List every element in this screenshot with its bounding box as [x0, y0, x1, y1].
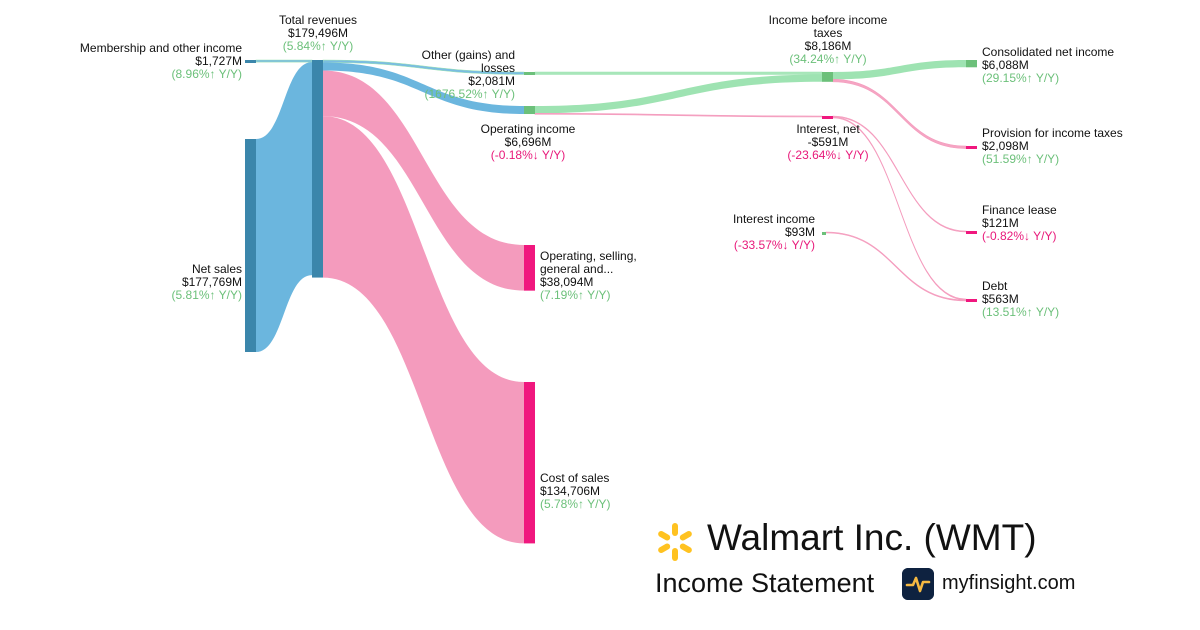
label-total-revenues: Total revenues $179,496M (5.84%↑ Y/Y) — [268, 14, 368, 53]
label-name: Interest income — [732, 212, 815, 226]
label-operating-income: Operating income $6,696M (-0.18%↓ Y/Y) — [468, 123, 588, 162]
label-name: Finance lease — [982, 203, 1057, 217]
label-interest-net: Interest, net -$591M (-23.64%↓ Y/Y) — [768, 123, 888, 162]
label-value: $2,081M — [468, 74, 515, 88]
label-consolidated-net-income: Consolidated net income $6,088M (29.15%↑… — [982, 46, 1114, 85]
label-change: (51.59%↑ Y/Y) — [982, 152, 1060, 166]
label-value: -$591M — [807, 135, 849, 149]
label-name: Total revenues — [278, 13, 358, 27]
label-change: (7.19%↑ Y/Y) — [540, 288, 611, 302]
label-cost-of-sales: Cost of sales $134,706M (5.78%↑ Y/Y) — [540, 472, 610, 511]
label-name: Cost of sales — [540, 471, 610, 485]
site-link[interactable]: myfinsight.com — [942, 572, 1076, 594]
link-total-revenues-to-operating-income — [323, 62, 524, 115]
label-debt: Debt $563M (13.51%↑ Y/Y) — [982, 280, 1059, 319]
label-name-line1: Other (gains) and — [421, 48, 515, 62]
label-provision-taxes: Provision for income taxes $2,098M (51.5… — [982, 127, 1123, 166]
label-sga: Operating, selling, general and... $38,0… — [540, 250, 637, 302]
label-other-gains: Other (gains) and losses $2,081M (1676.5… — [422, 49, 515, 101]
label-name: Membership and other income — [79, 41, 242, 55]
label-membership: Membership and other income $1,727M (8.9… — [80, 42, 242, 81]
sankey-nodes — [245, 60, 977, 544]
label-change: (1676.52%↑ Y/Y) — [424, 87, 516, 101]
label-finance-lease: Finance lease $121M (-0.82%↓ Y/Y) — [982, 204, 1057, 243]
link-other-gains-and-losses-to-income-before-income-taxes — [534, 71, 823, 75]
label-name: Interest, net — [796, 122, 860, 136]
label-value: $121M — [982, 216, 1019, 230]
label-net-sales: Net sales $177,769M (5.81%↑ Y/Y) — [172, 263, 242, 302]
label-value: $177,769M — [181, 275, 242, 289]
label-name-line1: Operating, selling, — [540, 249, 637, 263]
label-income-before-tax: Income before income taxes $8,186M (34.2… — [758, 14, 898, 66]
link-net-sales-to-total-revenues — [256, 62, 312, 352]
statement-title: Income Statement — [655, 568, 875, 598]
link-operating-income-to-interest-net — [534, 113, 823, 118]
node-membership-and-other-income — [245, 60, 256, 63]
label-change: (5.84%↑ Y/Y) — [282, 39, 354, 53]
node-total-revenues — [312, 60, 323, 278]
label-value: $1,727M — [195, 54, 242, 68]
node-interest-net — [822, 116, 833, 119]
label-value: $6,696M — [504, 135, 552, 149]
label-name-line2: taxes — [813, 26, 843, 40]
link-interest-income-to-debt — [825, 231, 967, 302]
label-value: $38,094M — [540, 275, 594, 289]
label-value: $134,706M — [540, 484, 601, 498]
walmart-spark-icon — [658, 523, 692, 561]
company-title: Walmart Inc. (WMT) — [707, 517, 1037, 558]
label-name-line1: Income before income — [768, 13, 888, 27]
label-value: $93M — [784, 225, 815, 239]
label-change: (29.15%↑ Y/Y) — [982, 71, 1060, 85]
label-name-line2: losses — [480, 61, 515, 75]
node-cost-of-sales — [524, 382, 535, 544]
node-operating-income — [524, 106, 535, 115]
label-value: $6,088M — [982, 58, 1029, 72]
node-income-before-income-taxes — [822, 72, 833, 82]
node-net-sales — [245, 139, 256, 352]
node-operating-selling-general-and — [524, 245, 535, 291]
link-membership-and-other-income-to-total-revenues — [255, 59, 313, 63]
label-name: Consolidated net income — [982, 45, 1115, 59]
label-name: Operating income — [480, 122, 576, 136]
label-value: $179,496M — [287, 26, 349, 40]
myfinsight-logo-icon — [902, 568, 934, 600]
label-value: $563M — [982, 292, 1019, 306]
node-interest-income — [822, 232, 826, 235]
node-consolidated-net-income — [966, 60, 977, 68]
link-total-revenues-to-operating-selling-general-and — [323, 70, 524, 291]
label-name: Provision for income taxes — [982, 126, 1123, 140]
label-change: (34.24%↑ Y/Y) — [789, 52, 867, 66]
node-finance-lease — [966, 231, 977, 234]
sankey-links — [255, 59, 967, 544]
label-name: Net sales — [191, 262, 242, 276]
label-change: (5.78%↑ Y/Y) — [540, 497, 611, 511]
label-value: $2,098M — [982, 139, 1029, 153]
label-name-line2: general and... — [540, 262, 614, 276]
label-change: (8.96%↑ Y/Y) — [171, 67, 242, 81]
label-interest-income: Interest income $93M (-33.57%↓ Y/Y) — [733, 213, 815, 252]
link-total-revenues-to-cost-of-sales — [323, 116, 524, 544]
label-change: (5.81%↑ Y/Y) — [171, 288, 242, 302]
link-income-before-income-taxes-to-consolidated-net-income — [833, 60, 966, 80]
label-change: (13.51%↑ Y/Y) — [982, 305, 1060, 319]
label-name: Debt — [982, 279, 1008, 293]
label-change: (-0.18%↓ Y/Y) — [490, 148, 566, 162]
node-other-gains-and-losses — [524, 72, 535, 75]
label-value: $8,186M — [804, 39, 852, 53]
node-debt — [966, 299, 977, 302]
link-operating-income-to-income-before-income-taxes — [535, 74, 822, 114]
node-provision-for-income-taxes — [966, 146, 977, 149]
label-change: (-23.64%↓ Y/Y) — [787, 148, 869, 162]
label-change: (-33.57%↓ Y/Y) — [733, 238, 815, 252]
label-change: (-0.82%↓ Y/Y) — [982, 229, 1057, 243]
